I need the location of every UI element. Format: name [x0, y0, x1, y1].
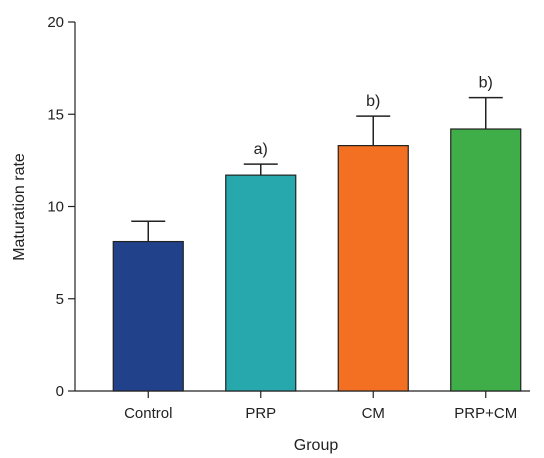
bar-prp — [225, 174, 297, 392]
significance-label: b) — [366, 93, 380, 110]
y-tick-label: 20 — [47, 14, 64, 31]
x-axis-title: Group — [294, 437, 339, 454]
y-tick-label: 5 — [56, 291, 64, 308]
bar-control — [112, 240, 184, 392]
x-tick-label: CM — [362, 405, 385, 422]
significance-label: b) — [479, 75, 493, 92]
bar-cm — [337, 145, 409, 392]
y-axis-title: Maturation rate — [11, 153, 28, 261]
x-tick-label: Control — [124, 405, 172, 422]
plot-area: 0 5 10 15 20 Control PRP a) CM b) PRP+CM b) — [47, 14, 530, 422]
significance-label: a) — [254, 141, 268, 158]
y-tick-label: 15 — [47, 106, 64, 123]
y-tick-label: 10 — [47, 199, 64, 216]
bar-prp-cm — [450, 128, 522, 392]
x-tick-label: PRP — [245, 405, 276, 422]
y-tick-label: 0 — [56, 383, 64, 400]
x-tick-label: PRP+CM — [454, 405, 517, 422]
